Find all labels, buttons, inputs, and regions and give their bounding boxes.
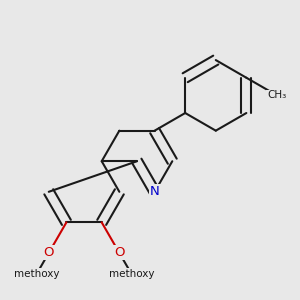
Text: CH₃: CH₃ (267, 90, 286, 100)
Text: N: N (150, 185, 160, 198)
Text: O: O (44, 246, 54, 260)
Text: methoxy: methoxy (109, 269, 154, 279)
Text: methoxy: methoxy (14, 269, 59, 279)
Text: O: O (114, 246, 124, 260)
